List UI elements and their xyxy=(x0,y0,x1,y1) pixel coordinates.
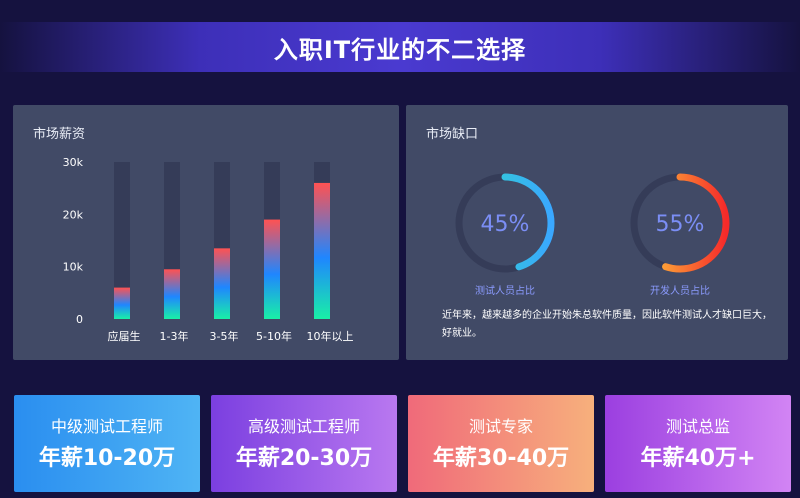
card-salary: 年薪10-20万 xyxy=(38,446,176,471)
y-tick-label: 30k xyxy=(63,156,84,169)
header-bar: 入职IT行业的不二选择 xyxy=(0,22,800,72)
donut-arc xyxy=(455,173,555,273)
card-salary: 年薪30-40万 xyxy=(432,446,570,471)
card-role: 测试专家 xyxy=(468,417,533,436)
x-tick-label: 应届生 xyxy=(108,329,141,343)
card-role: 测试总监 xyxy=(665,417,730,436)
y-tick-label: 0 xyxy=(76,313,83,326)
gap-panel-title: 市场缺口 xyxy=(426,127,479,142)
card-salary: 年薪20-30万 xyxy=(235,446,373,471)
ratio-donut-charts: 45% 测试人员占比 55% 开发人员占比 xyxy=(455,173,730,297)
y-tick-label: 20k xyxy=(63,208,84,221)
page-title: 入职IT行业的不二选择 xyxy=(273,35,527,64)
bar-track xyxy=(114,162,130,319)
salary-bar-chart: 0 10k 20k 30k 应届生 1-3年 3-5年 5-10年 10年以上 xyxy=(63,156,354,343)
x-tick-label: 5-10年 xyxy=(256,329,292,343)
y-tick-label: 10k xyxy=(63,261,84,274)
salary-panel-title: 市场薪资 xyxy=(33,127,86,142)
donut-caption: 测试人员占比 xyxy=(475,284,535,297)
bar xyxy=(164,269,180,319)
bar xyxy=(114,287,130,319)
card-mid-test-engineer[interactable]: 中级测试工程师 年薪10-20万 xyxy=(14,395,200,492)
bar xyxy=(214,248,230,319)
card-role: 高级测试工程师 xyxy=(247,417,360,436)
card-salary: 年薪40万+ xyxy=(640,446,756,471)
card-test-director[interactable]: 测试总监 年薪40万+ xyxy=(605,395,791,492)
gap-description: 近年来，越来越多的企业开始朱总软件质量，因此软件测试人才缺口巨大，好就业。 xyxy=(442,310,772,339)
card-test-expert[interactable]: 测试专家 年薪30-40万 xyxy=(408,395,594,492)
x-tick-label: 10年以上 xyxy=(307,329,354,343)
donut-arc xyxy=(630,173,730,273)
salary-panel: 市场薪资 0 10k 20k 30k 应届生 1-3年 3-5年 5-10年 10年以上 xyxy=(13,105,399,360)
gap-panel: 市场缺口 45% 测试人员占比 55% 开发人员占比 近年来，越来越多的企业开始朱总软… xyxy=(406,105,788,360)
x-tick-label: 3-5年 xyxy=(210,329,239,343)
donut-percent-label: 45% xyxy=(481,212,530,237)
bar xyxy=(264,219,280,319)
card-role: 中级测试工程师 xyxy=(50,417,163,436)
x-tick-label: 1-3年 xyxy=(160,329,189,343)
card-senior-test-engineer[interactable]: 高级测试工程师 年薪20-30万 xyxy=(211,395,397,492)
donut-percent-label: 55% xyxy=(656,212,705,237)
donut-caption: 开发人员占比 xyxy=(650,284,710,297)
bar xyxy=(314,182,330,319)
